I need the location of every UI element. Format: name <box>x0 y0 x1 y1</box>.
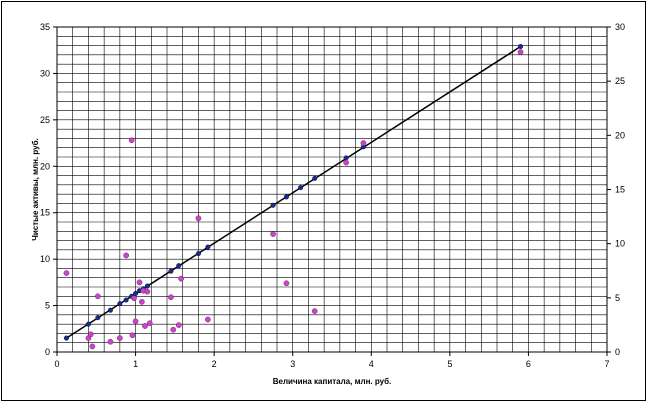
observed-point <box>123 252 129 259</box>
y-axis-title: Чистые активы, млн. руб. <box>31 138 40 241</box>
y2-tick-label: 30 <box>615 22 625 32</box>
observed-point <box>178 275 184 282</box>
y-tick-label: 0 <box>45 347 50 357</box>
observed-point <box>136 279 143 286</box>
observed-point <box>311 308 318 314</box>
observed-point <box>360 140 367 146</box>
observed-point <box>517 49 524 55</box>
fitted-point <box>63 335 69 341</box>
fitted-point <box>144 283 150 289</box>
y-tick-label: 20 <box>40 161 50 171</box>
observed-point <box>95 293 101 300</box>
observed-point <box>129 332 136 339</box>
observed-point <box>168 294 174 301</box>
x-axis-title: Величина капитала, млн. руб. <box>273 377 392 386</box>
x-tick-label: 1 <box>133 359 138 369</box>
y-tick-label: 30 <box>40 68 50 78</box>
y2-tick-label: 5 <box>615 293 620 303</box>
fitted-point <box>518 44 524 50</box>
fitted-point <box>205 244 211 250</box>
x-tick-label: 7 <box>604 359 609 369</box>
fitted-point <box>195 251 201 257</box>
y2-tick-label: 15 <box>615 185 625 195</box>
y-tick-label: 5 <box>45 301 50 311</box>
observed-point <box>270 231 276 237</box>
fitted-point <box>107 307 113 313</box>
fitted-point <box>343 155 349 161</box>
observed-point <box>128 137 135 144</box>
y2-tick-label: 20 <box>615 130 625 140</box>
observed-point <box>343 159 349 166</box>
fitted-point <box>283 194 289 200</box>
observed-point <box>195 215 202 222</box>
observed-point <box>139 299 145 305</box>
observed-point <box>117 335 123 341</box>
y-tick-label: 10 <box>40 254 50 264</box>
fitted-point <box>298 185 304 191</box>
observed-point <box>107 338 114 345</box>
y2-tick-label: 25 <box>615 76 625 86</box>
observed-point <box>63 270 70 276</box>
fitted-point <box>270 202 276 208</box>
y2-tick-label: 0 <box>615 347 620 357</box>
observed-point <box>131 295 137 301</box>
x-tick-label: 3 <box>290 359 295 369</box>
y-tick-label: 25 <box>40 115 50 125</box>
fitted-point <box>176 263 182 269</box>
x-tick-label: 6 <box>526 359 531 369</box>
observed-point <box>175 322 182 328</box>
x-tick-label: 2 <box>212 359 217 369</box>
y-tick-label: 15 <box>40 208 50 218</box>
observed-point <box>89 343 96 350</box>
fitted-point <box>95 315 101 321</box>
observed-point <box>132 318 139 325</box>
x-tick-label: 0 <box>54 359 59 369</box>
observed-point <box>142 323 148 329</box>
fitted-point <box>123 297 129 303</box>
fitted-point <box>168 268 174 274</box>
x-tick-label: 5 <box>447 359 452 369</box>
observed-point <box>144 288 151 295</box>
fitted-point <box>85 321 91 327</box>
fitted-point <box>133 291 139 297</box>
y2-tick-label: 10 <box>615 239 625 249</box>
observed-point <box>87 331 94 338</box>
fitted-point <box>312 175 318 181</box>
fitted-point <box>117 301 123 307</box>
observed-point <box>170 326 177 333</box>
observed-point <box>205 316 211 323</box>
observed-point <box>283 280 290 287</box>
x-tick-label: 4 <box>369 359 374 369</box>
y-tick-label: 35 <box>40 22 50 32</box>
observed-point <box>146 320 153 327</box>
